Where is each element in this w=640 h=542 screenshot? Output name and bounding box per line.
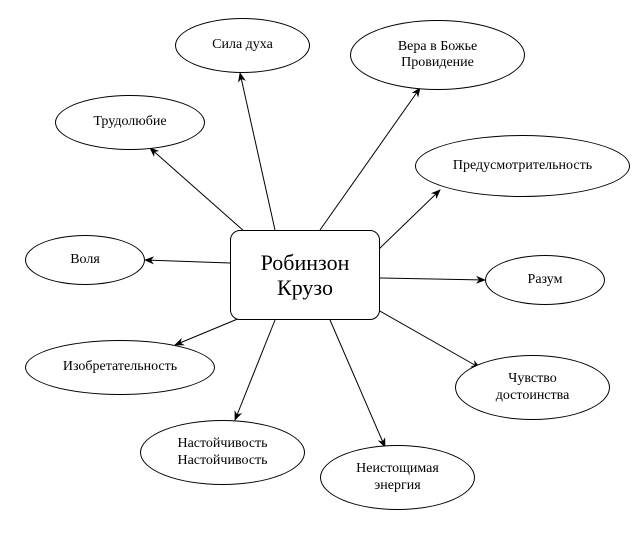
node-izobr-label: Изобретательность	[63, 359, 177, 375]
node-sila: Сила духа	[175, 18, 310, 73]
node-vera: Вера в Божье Провидение	[350, 20, 525, 90]
node-chuv: Чувство достоинства	[455, 355, 610, 420]
diagram-canvas: Робинзон Крузо Сила духа Вера в Божье Пр…	[0, 0, 640, 542]
node-nast-label: Настойчивость Настойчивость	[177, 436, 267, 468]
node-volya-label: Воля	[70, 252, 100, 268]
edge-chuv	[378, 310, 480, 368]
node-nast: Настойчивость Настойчивость	[140, 420, 305, 485]
center-node: Робинзон Крузо	[230, 230, 380, 320]
node-pred: Предусмотрительность	[415, 135, 630, 197]
node-energ-label: Неистощимая энергия	[356, 461, 439, 493]
edge-volya	[145, 260, 230, 263]
edge-pred	[378, 190, 440, 250]
edge-razum	[380, 278, 485, 280]
node-sila-label: Сила духа	[212, 37, 273, 53]
node-chuv-label: Чувство достоинства	[496, 371, 570, 403]
edge-nast	[235, 320, 275, 420]
edge-izobr	[175, 318, 240, 345]
center-label: Робинзон Крузо	[261, 250, 350, 301]
edge-trud	[150, 148, 245, 232]
node-vera-label: Вера в Божье Провидение	[398, 39, 477, 71]
node-energ: Неистощимая энергия	[320, 445, 475, 510]
node-volya: Воля	[25, 235, 145, 285]
node-pred-label: Предусмотрительность	[453, 158, 592, 174]
node-razum-label: Разум	[528, 272, 563, 288]
node-trud: Трудолюбие	[55, 95, 205, 150]
edge-sila	[240, 73, 275, 230]
node-razum: Разум	[485, 255, 605, 305]
edge-energ	[330, 320, 385, 447]
node-izobr: Изобретательность	[25, 340, 215, 395]
node-trud-label: Трудолюбие	[93, 114, 166, 130]
edge-vera	[320, 88, 420, 230]
